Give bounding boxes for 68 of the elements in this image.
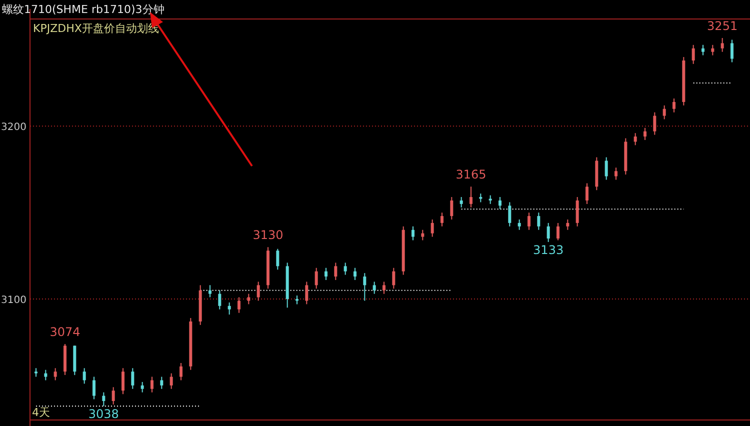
candlestick — [440, 212, 444, 227]
candlestick — [208, 284, 212, 298]
candlestick — [556, 222, 560, 241]
candlestick — [218, 290, 222, 310]
candlestick — [82, 368, 86, 384]
annotation: 3074 — [50, 324, 80, 339]
candlestick — [112, 386, 115, 405]
candlestick — [392, 267, 396, 290]
candlestick — [140, 381, 144, 393]
candlestick — [102, 392, 106, 407]
y-tick-label: 3100 — [1, 295, 26, 306]
candlestick — [576, 196, 579, 227]
candlestick — [170, 372, 173, 390]
annotation: 3165 — [456, 168, 486, 182]
candlestick — [644, 127, 646, 140]
candlestick — [305, 281, 308, 305]
candlestick — [131, 368, 134, 390]
candlestick — [334, 262, 338, 280]
candlestick — [470, 186, 472, 208]
candlestick — [430, 219, 434, 238]
candlestick — [421, 229, 424, 241]
annotation: 3251 — [707, 19, 738, 34]
candlestick — [372, 281, 376, 294]
candlestick — [276, 248, 280, 270]
candlestick — [228, 302, 231, 316]
candlestick — [730, 39, 734, 63]
candlestick — [692, 44, 695, 64]
candlestick — [363, 272, 366, 302]
candlestick — [460, 196, 463, 208]
candlestick — [672, 98, 676, 113]
candlestick — [528, 212, 530, 230]
candlestick — [238, 296, 240, 314]
candlestick — [256, 281, 260, 302]
candlestick — [546, 222, 550, 242]
candlestick — [634, 132, 637, 146]
candlestick — [122, 368, 124, 395]
candlestick — [498, 196, 502, 210]
candlestick — [382, 281, 386, 294]
annotation: 3038 — [88, 407, 119, 422]
y-tick-label: 3200 — [1, 122, 26, 134]
candlestick — [702, 44, 704, 56]
candlestick — [324, 267, 328, 280]
candlestick — [720, 38, 724, 52]
candlestick — [92, 376, 96, 400]
candlestick — [450, 196, 454, 220]
candlestick — [354, 267, 356, 280]
candlestick — [54, 368, 57, 381]
candlestick — [586, 182, 588, 204]
candlestick — [662, 104, 666, 120]
candlestick — [344, 262, 347, 276]
candlestick — [604, 156, 608, 180]
annotation: 3133 — [533, 242, 564, 257]
candlestick — [160, 376, 164, 390]
candlestick — [180, 362, 182, 381]
candlestick — [314, 267, 318, 290]
candlestick — [412, 226, 414, 241]
candlestick — [566, 219, 570, 230]
candlestick — [508, 202, 512, 227]
candlestick — [614, 167, 618, 180]
chart-title: 螺纹1710(SHME rb1710)3分钟 — [2, 3, 164, 16]
candlestick — [537, 212, 540, 230]
annotation: 4天 — [32, 406, 50, 419]
candlestick — [518, 219, 521, 230]
candlestick — [44, 369, 48, 381]
candlestick — [653, 112, 656, 136]
annotation: 3130 — [252, 228, 284, 242]
candlestick — [150, 376, 154, 393]
candlestick — [711, 44, 714, 56]
